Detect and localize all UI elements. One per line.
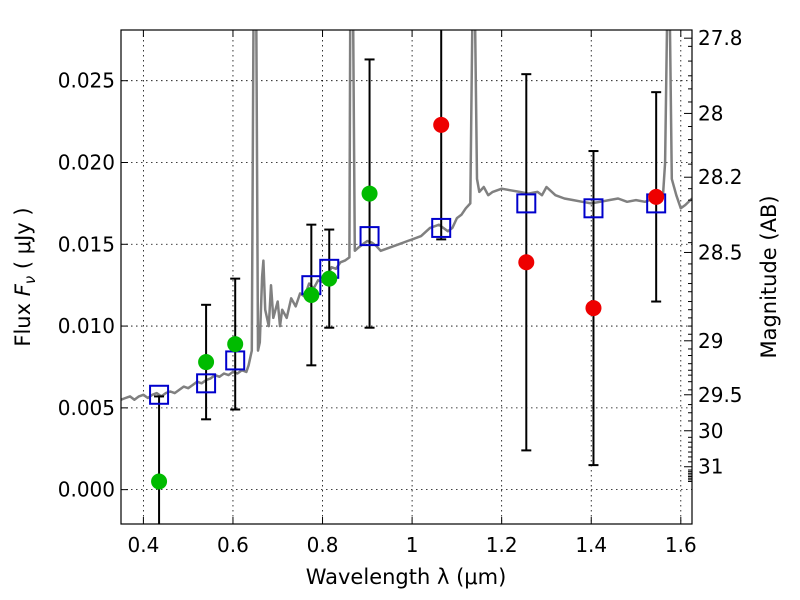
model-square — [431, 217, 452, 238]
x-tick-label: 0.6 — [217, 533, 249, 557]
model-square — [583, 198, 604, 219]
model-square — [516, 193, 537, 214]
y2-tick-label: 31 — [698, 455, 723, 479]
y2-tick-label: 29 — [698, 329, 723, 353]
y-axis-label-post: ( μJy ) — [11, 207, 35, 275]
data-point — [303, 286, 320, 303]
y-tick-label: 0.005 — [58, 396, 115, 420]
x-axis-label: Wavelength λ (μm) — [306, 565, 507, 589]
y-tick-label: 0.015 — [58, 232, 115, 256]
y-tick-label: 0.010 — [58, 314, 115, 338]
y-axis-label-sub: ν — [21, 276, 39, 284]
y2-tick-label: 28.2 — [698, 165, 743, 189]
error-bars — [154, 30, 662, 524]
data-point — [433, 116, 450, 133]
y2-axis: 27.8 28 28.2 28.5 29 29.5 30 31 — [684, 26, 743, 482]
plot-frame — [120, 29, 693, 525]
y-tick-label: 0.025 — [58, 69, 115, 93]
grid — [121, 30, 692, 524]
y-axis-label-var: F — [11, 283, 35, 296]
x-tick-label: 1.4 — [575, 533, 607, 557]
data-point — [321, 270, 338, 287]
x-tick-label: 1.6 — [665, 533, 697, 557]
data-point — [518, 254, 535, 271]
data-point — [648, 188, 665, 205]
y-axis-label-pre: Flux — [11, 296, 35, 346]
model-square — [359, 226, 380, 247]
model-square — [149, 384, 170, 405]
model-squares — [149, 193, 667, 405]
data-point — [361, 185, 378, 202]
model-square — [196, 373, 217, 394]
data-point — [198, 354, 215, 371]
y2-tick-label: 28.5 — [698, 240, 743, 264]
x-tick-label: 0.4 — [127, 533, 159, 557]
y2-tick-label: 27.8 — [698, 26, 743, 50]
y-axis: 0.000 0.005 0.010 0.015 0.020 0.025 — [58, 69, 128, 502]
x-axis: 0.4 0.6 0.8 1 1.2 1.4 1.6 — [127, 30, 697, 557]
x-tick-label: 0.8 — [307, 533, 339, 557]
data-point — [227, 336, 244, 353]
data-point — [585, 300, 602, 317]
y-tick-label: 0.000 — [58, 478, 115, 502]
y2-tick-label: 29.5 — [698, 383, 743, 407]
data-points — [151, 116, 665, 490]
y-axis-label: Flux Fν ( μJy ) — [11, 207, 39, 346]
y2-tick-label: 28 — [698, 101, 723, 125]
y-tick-label: 0.020 — [58, 150, 115, 174]
x-tick-label: 1 — [406, 533, 419, 557]
y2-axis-label: Magnitude (AB) — [757, 195, 781, 358]
x-tick-label: 1.2 — [486, 533, 518, 557]
data-point — [151, 473, 168, 490]
y2-tick-label: 30 — [698, 419, 723, 443]
